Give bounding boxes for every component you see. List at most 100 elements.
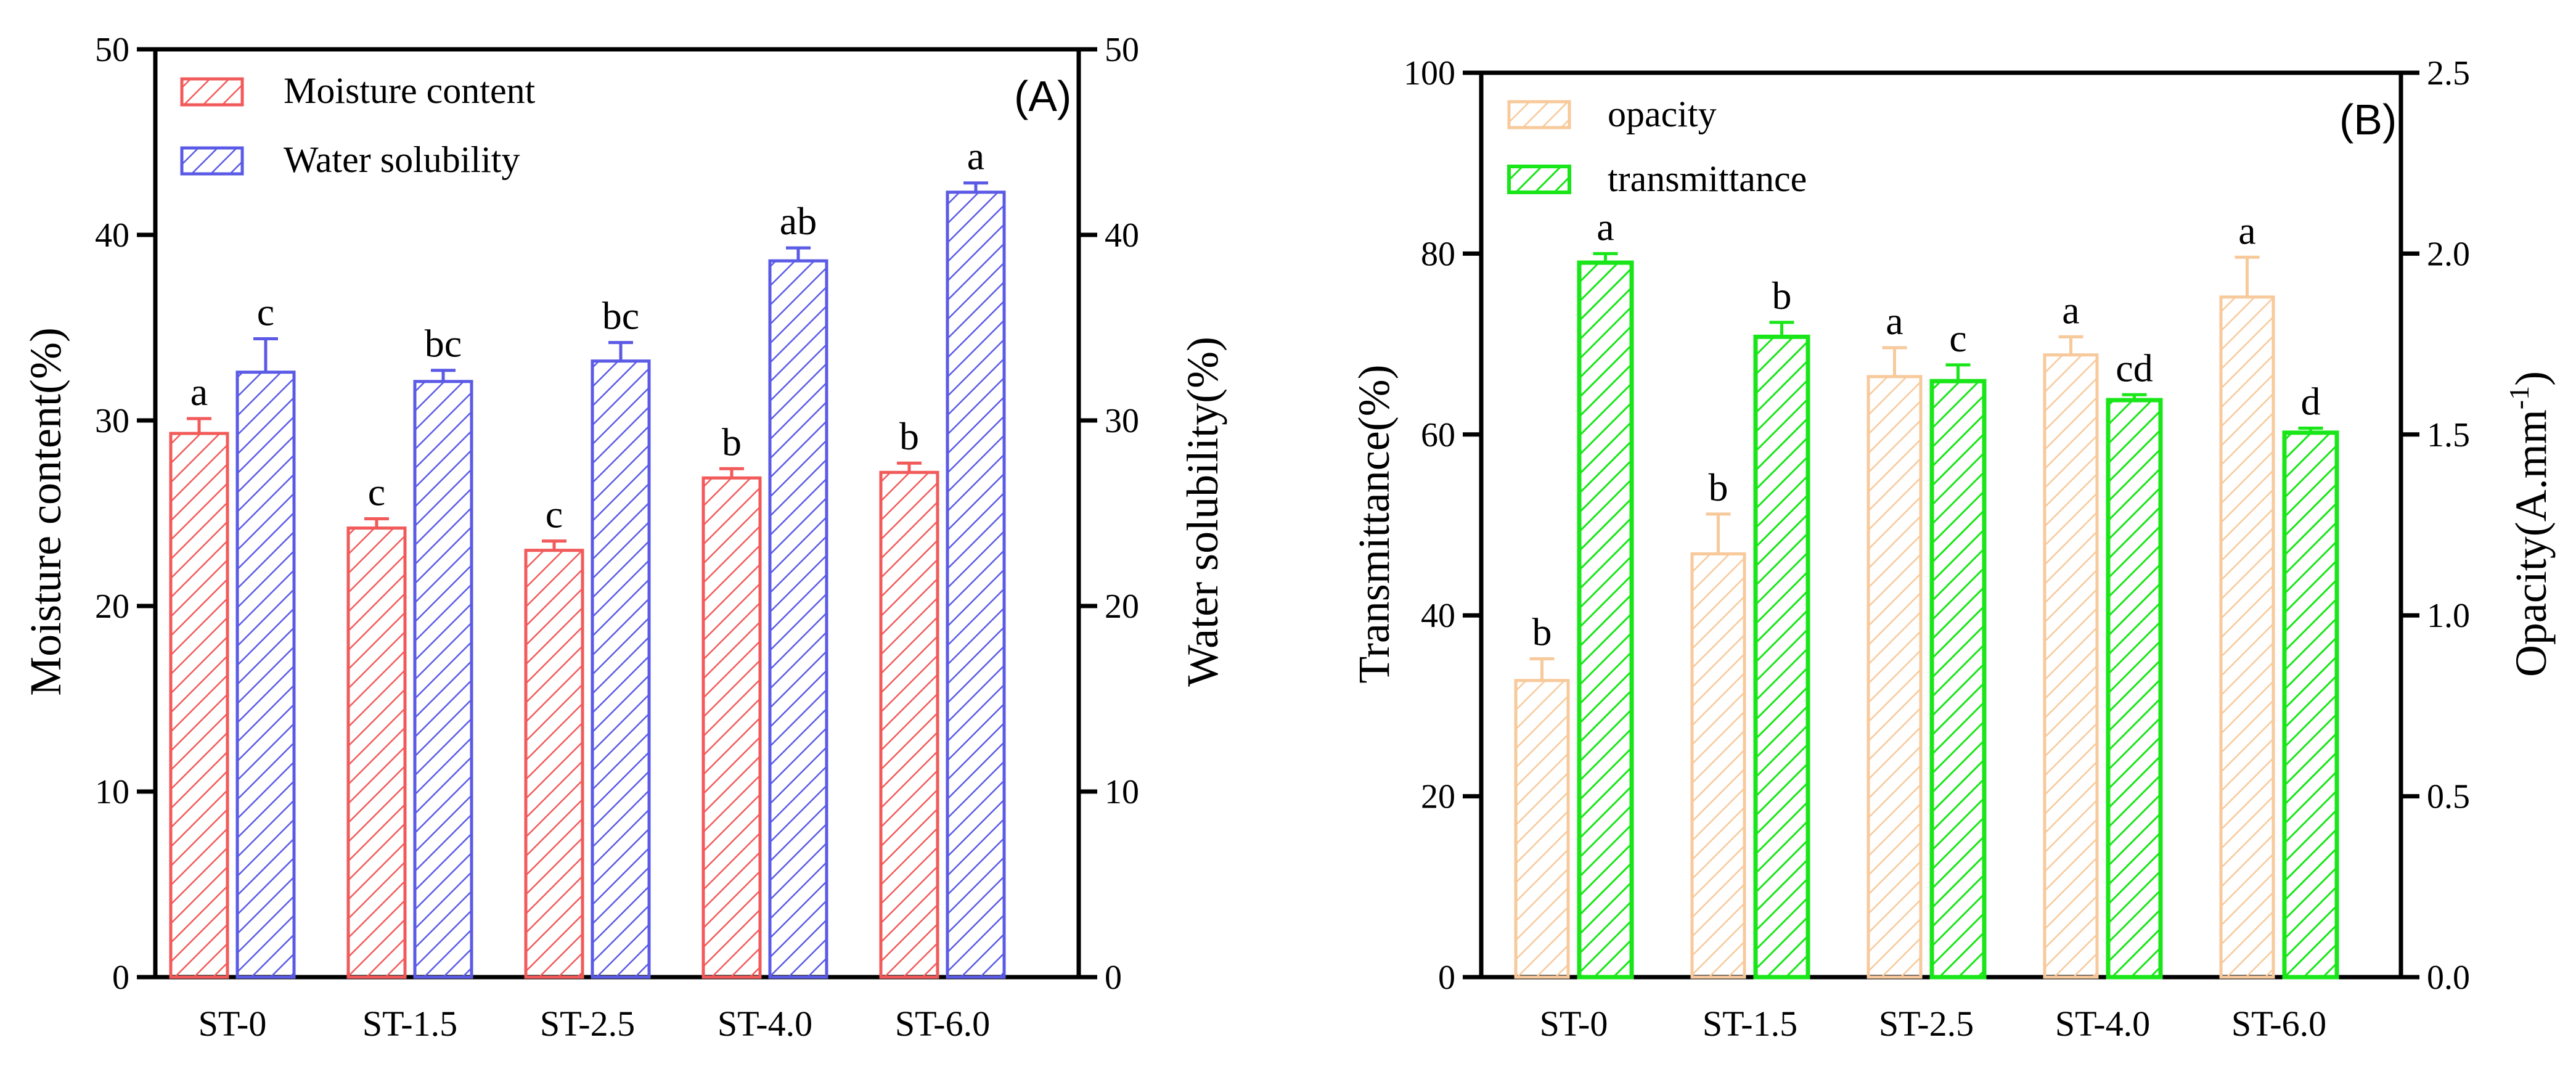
panel-b-significance-letter-transmittance: c: [1949, 316, 1966, 360]
panel-a-category-labels: ST-0 ST-1.5 ST-2.5 ST-4.0 ST-6.0: [198, 1004, 990, 1044]
panel-b-left-ticks: 0 20 40 60 80 100: [1404, 54, 1481, 997]
panel-b-left-axis-title: Transmittance(%): [1349, 364, 1399, 683]
panel-b-left-tick-label: 0: [1438, 959, 1455, 997]
panel-a-left-axis-title: Moisture content(%): [21, 327, 70, 696]
panel-a-category-label: ST-0: [198, 1004, 267, 1044]
panel-a-significance-letter-moisture-content: a: [190, 370, 208, 414]
panel-a-significance-letter-water-solubility: bc: [425, 322, 462, 366]
panel-a-left-tick-label: 0: [112, 959, 129, 997]
panel-b-category-label: ST-1.5: [1703, 1004, 1797, 1044]
panel-a-significance-letter-moisture-content: b: [722, 420, 742, 464]
panel-b-left-tick-label: 60: [1421, 416, 1455, 454]
panel-a-significance-letter-water-solubility: c: [257, 290, 274, 334]
panel-b-category-label: ST-2.5: [1879, 1004, 1974, 1044]
panel-a-significance-letter-moisture-content: c: [546, 493, 563, 536]
panel-b-right-tick-label: 0.5: [2427, 778, 2470, 816]
panel-a-bar-water-solubility: [413, 380, 473, 979]
panel-b-bar-transmittance: [2282, 430, 2339, 980]
panel-b-category-labels: ST-0 ST-1.5 ST-2.5 ST-4.0 ST-6.0: [1540, 1004, 2326, 1044]
panel-b-bar-opacity: [1690, 552, 1746, 979]
panel-b-right-tick-label: 1.0: [2427, 597, 2470, 635]
panel-b-category-label: ST-6.0: [2231, 1004, 2326, 1044]
panel-a-bar-water-solubility: [591, 359, 651, 979]
panel-a-significance-letter-moisture-content: b: [899, 414, 919, 458]
legend-swatch-moisture-content: [180, 77, 244, 107]
panel-b-bars: b b a a a a b c cd d: [1514, 205, 2339, 980]
panel-a-category-label: ST-4.0: [718, 1004, 812, 1044]
panel-b-significance-letter-opacity: a: [2062, 288, 2079, 332]
panel-b-bar-transmittance: [1753, 334, 1810, 980]
panel-b-significance-letter-opacity: a: [2238, 208, 2255, 252]
panel-a-bar-moisture-content: [701, 476, 762, 979]
legend-label-moisture-content: Moisture content: [284, 70, 536, 111]
panel-a-significance-letter-water-solubility: bc: [602, 294, 639, 338]
panel-b-significance-letter-transmittance: cd: [2116, 346, 2153, 390]
panel-b-bar-opacity: [1514, 679, 1570, 979]
panel-a-right-tick-label: 0: [1105, 959, 1122, 997]
panel-b-bar-transmittance: [1577, 260, 1634, 980]
panel-b-bar-transmittance: [1929, 379, 1987, 980]
panel-a-significance-letter-water-solubility: ab: [780, 199, 817, 243]
panel-a-category-label: ST-1.5: [362, 1004, 457, 1044]
panel-a-left-tick-label: 10: [95, 773, 129, 811]
panel-a-bar-moisture-content: [879, 470, 939, 979]
panel-b-tag: (B): [2339, 96, 2397, 144]
panel-a-category-label: ST-2.5: [540, 1004, 635, 1044]
panel-a-right-ticks: 0 10 20 30 40 50: [1079, 31, 1139, 997]
legend-label-water-solubility: Water solubility: [284, 139, 520, 180]
panel-b-left-tick-label: 100: [1404, 54, 1455, 92]
panel-b-significance-letter-transmittance: d: [2301, 380, 2321, 424]
panel-a-right-axis-title: Water solubility(%): [1178, 337, 1227, 687]
panel-a-left-tick-label: 50: [95, 31, 129, 69]
panel-a-left-tick-label: 20: [95, 588, 129, 626]
panel-b: 0 20 40 60 80 100 0.0 0.5 1.0 1.5 2.0 2.5 b b a a a a b c…: [1349, 54, 2556, 1044]
panel-b-left-tick-label: 80: [1421, 235, 1455, 273]
panel-b-bar-opacity: [1867, 375, 1923, 979]
panel-a-right-tick-label: 40: [1105, 216, 1139, 255]
panel-a-left-tick-label: 40: [95, 216, 129, 255]
panel-a-bar-moisture-content: [524, 549, 584, 979]
legend-swatch-water-solubility: [180, 146, 244, 176]
panel-b-right-tick-label: 0.0: [2427, 959, 2470, 997]
panel-a-tag: (A): [1014, 72, 1071, 120]
panel-b-category-label: ST-4.0: [2055, 1004, 2150, 1044]
panel-a-left-ticks: 0 10 20 30 40 50: [95, 31, 155, 997]
panel-b-right-tick-label: 1.5: [2427, 416, 2470, 454]
panel-b-bar-opacity: [2219, 295, 2275, 979]
panel-b-bar-opacity: [2043, 353, 2099, 979]
panel-b-right-ticks: 0.0 0.5 1.0 1.5 2.0 2.5: [2401, 54, 2470, 997]
panel-b-right-axis-title: Opacity(A.mm-1): [2503, 371, 2556, 677]
panel-b-significance-letter-transmittance: b: [1772, 274, 1792, 317]
panel-b-bar-transmittance: [2106, 398, 2163, 980]
panel-a-category-label: ST-6.0: [895, 1004, 990, 1044]
panel-b-category-label: ST-0: [1540, 1004, 1608, 1044]
panel-b-significance-letter-opacity: b: [1709, 465, 1728, 509]
legend-swatch-transmittance: [1507, 165, 1571, 194]
panel-a-right-tick-label: 20: [1105, 588, 1139, 626]
legend-swatch-opacity: [1507, 100, 1571, 129]
panel-b-significance-letter-transmittance: a: [1597, 205, 1614, 248]
panel-b-significance-letter-opacity: a: [1886, 299, 1903, 343]
panel-a-bar-water-solubility: [235, 371, 296, 979]
panel-b-left-tick-label: 20: [1421, 778, 1455, 816]
legend-label-transmittance: transmittance: [1608, 158, 1807, 199]
panel-b-legend: opacity transmittance: [1507, 94, 1807, 199]
panel-b-right-axis-title-main: Opacity(A.mm: [2506, 409, 2556, 677]
panel-a-significance-letter-moisture-content: c: [368, 470, 385, 514]
panel-a-bar-water-solubility: [946, 190, 1006, 979]
panel-a-right-tick-label: 10: [1105, 773, 1139, 811]
panel-a-right-tick-label: 50: [1105, 31, 1139, 69]
panel-a-significance-letter-water-solubility: a: [967, 134, 984, 178]
panel-b-left-tick-label: 40: [1421, 597, 1455, 635]
panel-b-right-tick-label: 2.0: [2427, 235, 2470, 273]
panel-b-right-axis-title-end: ): [2506, 371, 2556, 386]
panel-a-bar-water-solubility: [768, 259, 828, 979]
panel-a-bar-moisture-content: [169, 432, 229, 979]
panel-a-right-tick-label: 30: [1105, 402, 1139, 440]
panel-a-left-tick-label: 30: [95, 402, 129, 440]
legend-label-opacity: opacity: [1608, 94, 1717, 134]
panel-a-legend: Moisture content Water solubility: [180, 70, 536, 180]
panel-b-right-tick-label: 2.5: [2427, 54, 2470, 92]
